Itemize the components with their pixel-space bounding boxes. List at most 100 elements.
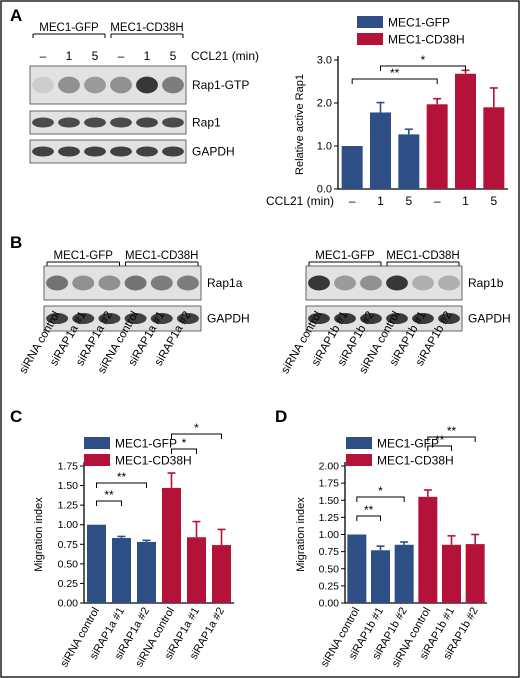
blot-band	[46, 275, 69, 291]
x-axis-label: CCL21 (min)	[266, 194, 334, 208]
bar-5	[455, 73, 476, 189]
significance-bracket	[171, 433, 222, 439]
blot-band	[136, 117, 158, 128]
bar-6	[465, 544, 485, 603]
x-tick-label: 5	[490, 194, 497, 208]
x-tick-label: 1	[377, 194, 384, 208]
bar-1	[341, 146, 363, 189]
legend-label: MEC1-CD38H	[388, 33, 465, 47]
blot-band	[438, 313, 460, 324]
blot-band	[110, 146, 132, 157]
y-axis-label: Migration index	[295, 497, 307, 572]
y-tick-label: 2.0	[317, 98, 332, 110]
y-tick-label: 0.75	[58, 539, 79, 551]
significance-bracket	[171, 448, 197, 454]
significance-label: *	[194, 421, 199, 435]
blot-band	[150, 313, 173, 324]
panel-letter-a: A	[10, 6, 22, 25]
blot-row-label: Rap1b	[468, 276, 504, 290]
y-tick-label: 1.0	[317, 141, 332, 153]
y-tick-label: 1.75	[58, 461, 79, 473]
lane-label: 1	[144, 49, 151, 63]
blot-band	[412, 275, 434, 291]
y-tick-label: 1.50	[319, 495, 340, 507]
bar-2	[370, 112, 391, 189]
blot-band	[110, 117, 132, 128]
legend-label: MEC1-CD38H	[115, 454, 192, 468]
y-tick-label: 0.00	[319, 598, 340, 610]
blot-group-label: MEC1-GFP	[39, 22, 99, 34]
x-tick-label: 1	[462, 194, 469, 208]
blot-band	[32, 76, 54, 94]
blot-band	[124, 313, 147, 324]
significance-label: **	[117, 470, 127, 484]
y-tick-label: 0.75	[319, 546, 340, 558]
y-axis-label: Relative active Rap1	[294, 74, 306, 175]
y-tick-label: 0.0	[317, 184, 332, 196]
blot-band	[84, 146, 106, 157]
blot-band	[360, 313, 382, 324]
blot-band	[386, 313, 408, 324]
blot-band	[334, 275, 356, 291]
blot-band	[46, 313, 69, 324]
legend-label: MEC1-GFP	[377, 437, 439, 451]
legend-swatch-2	[84, 454, 110, 466]
panel-letter-b: B	[10, 233, 22, 252]
y-tick-label: 1.75	[319, 478, 340, 490]
blot-row-label: Rap1a	[207, 276, 243, 290]
significance-bracket	[96, 482, 147, 488]
blot-band	[176, 275, 199, 291]
significance-label: *	[182, 436, 187, 450]
blot-band	[386, 275, 408, 291]
y-tick-label: 0.50	[319, 563, 340, 575]
bar-4	[426, 104, 448, 189]
x-tick-label: –	[349, 194, 356, 208]
y-tick-label: 0.00	[58, 598, 79, 610]
blot-group-label: MEC1-GFP	[315, 250, 375, 262]
bar-5	[187, 537, 206, 603]
significance-bracket	[351, 78, 438, 84]
y-tick-label: 1.00	[58, 519, 79, 531]
significance-bracket	[356, 496, 405, 502]
bar-2	[112, 538, 131, 603]
y-tick-label: 1.25	[58, 500, 79, 512]
blot-band	[162, 146, 184, 157]
significance-label: **	[364, 503, 374, 517]
legend-swatch-1	[357, 16, 383, 28]
blot-band	[360, 275, 382, 291]
bar-4	[418, 496, 438, 603]
bar-3	[398, 134, 420, 189]
blot-band	[84, 76, 106, 94]
legend-label: MEC1-GFP	[388, 16, 450, 30]
blot-group-label: MEC1-GFP	[54, 250, 114, 262]
bar-1	[87, 524, 106, 603]
bar-5	[442, 544, 461, 603]
blot-band	[58, 76, 80, 94]
blot-band	[308, 275, 330, 291]
y-tick-label: 0.25	[58, 578, 79, 590]
legend-swatch-2	[357, 33, 383, 45]
bar-6	[212, 545, 231, 603]
y-tick-label: 0.25	[319, 580, 340, 592]
blot-strip	[43, 305, 202, 332]
blot-band	[308, 313, 330, 324]
blot-band	[58, 146, 80, 157]
y-axis-label: Migration index	[33, 497, 45, 572]
y-tick-label: 2.00	[319, 461, 340, 473]
y-tick-label: 0.50	[58, 558, 79, 570]
lane-label: –	[118, 49, 125, 63]
blot-band	[162, 117, 184, 128]
significance-label: *	[421, 53, 426, 67]
blot-band	[136, 76, 158, 94]
y-tick-label: 1.00	[319, 529, 340, 541]
bar-3	[137, 541, 156, 603]
blot-group-label: MEC1-CD38H	[125, 250, 199, 262]
blot-row-label: GAPDH	[207, 312, 250, 326]
lane-label: 1	[66, 49, 73, 63]
blot-band	[412, 313, 434, 324]
panel-letter-c: C	[10, 407, 22, 426]
legend-label: MEC1-GFP	[115, 437, 177, 451]
lane-label: 5	[170, 49, 177, 63]
legend-swatch-1	[84, 437, 110, 449]
